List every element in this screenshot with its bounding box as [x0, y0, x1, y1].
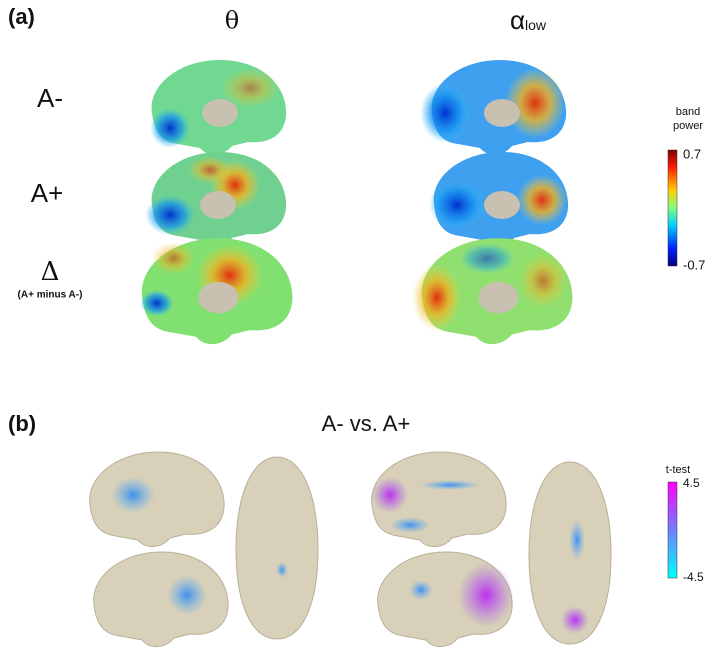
- brain-surface: [235, 456, 319, 640]
- brain-surface: [377, 551, 514, 648]
- panel-label: (a): [8, 4, 35, 29]
- colorbar-title: power: [673, 120, 703, 132]
- colorbar: [667, 481, 678, 579]
- brain-surface: [528, 461, 612, 645]
- row-label: A-: [37, 83, 63, 113]
- colorbar-min: -4.5: [683, 570, 704, 584]
- panel-title: A- vs. A+: [322, 411, 411, 436]
- colorbar-title: band: [676, 106, 700, 118]
- brain-map: [412, 238, 573, 345]
- column-symbol: α: [510, 5, 525, 35]
- brain-map: [150, 60, 287, 155]
- column-header: θ: [225, 7, 239, 35]
- brain-map: [140, 238, 293, 345]
- colorbar-min: -0.7: [683, 257, 705, 272]
- colorbar: [667, 149, 678, 267]
- row-label: A+: [31, 178, 64, 208]
- colorbar-title: t-test: [666, 464, 690, 476]
- column-header: αlow: [510, 5, 547, 35]
- panel-label: (b): [8, 411, 36, 436]
- brain-map: [420, 60, 567, 155]
- row-note: (A+ minus A-): [18, 290, 83, 301]
- brain-surface: [89, 451, 225, 548]
- column-subscript: low: [525, 17, 547, 33]
- brain-map: [145, 152, 287, 247]
- brain-surface: [371, 451, 507, 548]
- brain-surface: [93, 551, 229, 648]
- colorbar-max: 0.7: [683, 146, 701, 161]
- brain-map: [429, 152, 569, 247]
- row-label: Δ: [41, 257, 60, 287]
- colorbar-max: 4.5: [683, 476, 700, 490]
